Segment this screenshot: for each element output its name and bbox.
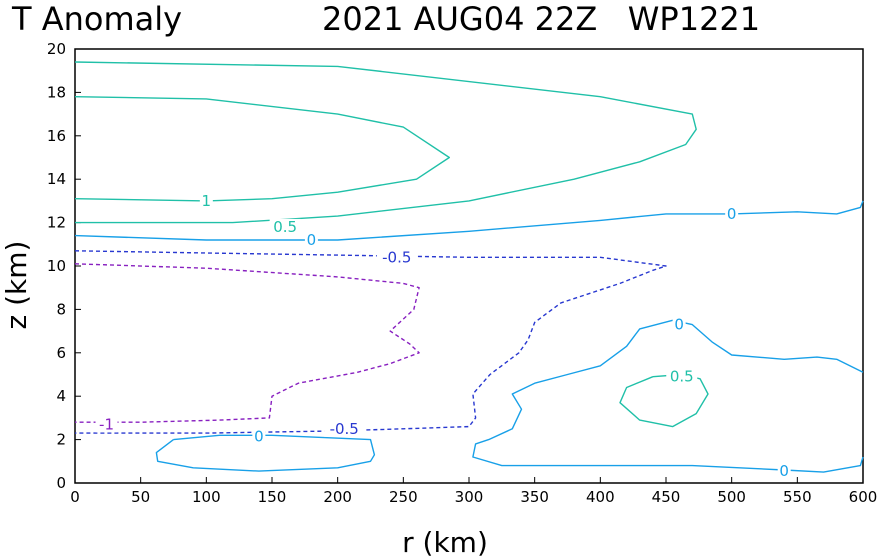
contour-label-bg — [777, 463, 791, 480]
contour-label: 0.5 — [670, 368, 694, 386]
x-tick-label: 450 — [652, 488, 681, 506]
x-tick-label: 0 — [70, 488, 80, 506]
x-axis-label: r (km) — [402, 526, 488, 559]
contour-line — [74, 61, 697, 224]
contour-label: 1 — [202, 192, 212, 210]
contour-label: 0 — [254, 427, 264, 445]
x-tick-label: 150 — [258, 488, 287, 506]
contour-label: 0 — [779, 462, 789, 480]
contour-label: -1 — [99, 415, 114, 433]
x-tick-label: 550 — [783, 488, 812, 506]
y-tick-label: 12 — [47, 214, 66, 232]
contour-label-bg — [199, 192, 213, 209]
y-tick-label: 2 — [56, 431, 66, 449]
x-axis-ticks: 0 50 100 150 200 250 300 350 400 450 500 550 600 — [70, 477, 877, 506]
contour-line — [74, 96, 450, 202]
y-axis-label: z (km) — [0, 241, 33, 330]
contour-label-bg — [666, 368, 698, 385]
y-tick-label: 16 — [47, 127, 66, 145]
contour-label: -0.5 — [382, 248, 411, 266]
x-tick-label: 50 — [131, 488, 150, 506]
contour-label-bg — [725, 205, 739, 222]
y-axis-ticks: 0 2 4 6 8 10 12 14 16 18 20 — [47, 40, 81, 492]
contour-line — [74, 250, 667, 434]
y-tick-label: 6 — [56, 344, 66, 362]
contour-label-bg — [95, 416, 118, 433]
contour-labels: 1 0.5 0.5 0 0 0 0 0 -0.5 -0.5 -1 — [95, 192, 791, 480]
y-tick-label: 20 — [47, 40, 66, 58]
x-tick-label: 100 — [192, 488, 221, 506]
contour-line — [74, 200, 864, 241]
contour-label-bg — [304, 231, 318, 248]
x-tick-label: 350 — [520, 488, 549, 506]
chart-title-left: T Anomaly — [11, 0, 182, 38]
plot-frame — [74, 48, 864, 484]
contour-label: -0.5 — [330, 420, 359, 438]
x-tick-label: 400 — [586, 488, 615, 506]
x-tick-label: 250 — [389, 488, 418, 506]
y-tick-label: 10 — [47, 257, 66, 275]
contour-label: 0 — [307, 231, 317, 249]
contour-label-bg — [252, 428, 266, 445]
x-tick-label: 600 — [849, 488, 878, 506]
contour-label: 0 — [727, 205, 737, 223]
contour-line — [74, 263, 420, 423]
y-tick-label: 8 — [56, 300, 66, 318]
contour-label-bg — [672, 316, 686, 333]
x-tick-label: 500 — [717, 488, 746, 506]
contour-label: 0.5 — [273, 218, 297, 236]
contour-line — [472, 319, 864, 473]
y-tick-label: 14 — [47, 170, 66, 188]
contour-label: 0 — [674, 316, 684, 334]
contour-label-bg — [324, 420, 365, 437]
y-tick-label: 0 — [56, 474, 66, 492]
x-tick-label: 300 — [455, 488, 484, 506]
contour-label-bg — [269, 218, 301, 235]
y-tick-label: 4 — [56, 387, 66, 405]
contour-lines — [74, 61, 864, 473]
chart-title-right: 2021 AUG04 22Z WP1221 — [322, 0, 760, 38]
y-tick-label: 18 — [47, 83, 66, 101]
contour-label-bg — [376, 249, 417, 266]
contour-line — [155, 434, 376, 472]
x-tick-label: 200 — [323, 488, 352, 506]
